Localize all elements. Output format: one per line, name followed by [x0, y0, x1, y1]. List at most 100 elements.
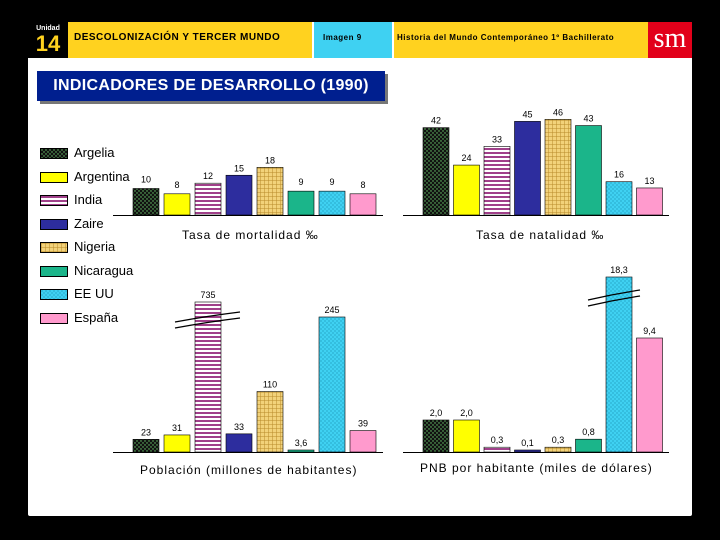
legend-label: Argentina	[74, 168, 130, 184]
legend-swatch	[40, 171, 68, 183]
publisher-logo: sm	[648, 22, 692, 58]
chart-2: 23 31 735 33 110 3,6 245 39	[113, 290, 383, 453]
axis-break-pnb	[587, 289, 641, 301]
chart-title-poblacion: Población (millones de habitantes)	[140, 463, 358, 477]
data-label: 8	[174, 180, 179, 190]
unit-label: Unidad	[36, 25, 60, 32]
data-label: 43	[583, 114, 593, 124]
bar-españa	[349, 193, 377, 216]
header-topic: DESCOLONIZACIÓN Y TERCER MUNDO	[74, 32, 281, 43]
legend-label: Nicaragua	[74, 262, 134, 278]
chart-title-natalidad: Tasa de natalidad ‰	[476, 228, 605, 242]
data-label: 9,4	[643, 326, 656, 336]
data-label: 2,0	[430, 408, 443, 418]
legend-swatch	[40, 265, 68, 277]
legend-swatch	[40, 242, 68, 253]
legend-label: España	[74, 309, 119, 325]
bar-zaire	[225, 174, 253, 216]
bar-nigeria	[256, 391, 284, 453]
data-label: 3,6	[295, 438, 308, 448]
bar-nigeria	[256, 167, 284, 216]
legend-swatch	[40, 218, 68, 230]
bar-nicaragua	[575, 125, 602, 216]
data-label: 16	[614, 170, 624, 180]
legend-label: Nigeria	[74, 239, 116, 254]
header-bar-left	[68, 22, 312, 58]
data-label: 0,1	[521, 438, 534, 448]
data-label: 9	[298, 177, 303, 187]
legend-label: India	[74, 192, 103, 207]
data-label: 18,3	[610, 265, 628, 275]
data-label: 0,3	[491, 435, 504, 445]
data-label: 10	[141, 175, 151, 185]
header-bar-image	[314, 22, 392, 58]
data-label: 8	[360, 180, 365, 190]
bar-zaire	[514, 449, 541, 453]
bar-argelia	[132, 439, 160, 453]
data-label: 0,3	[552, 435, 565, 445]
bar-ee-uu	[318, 316, 346, 453]
bar-argentina	[453, 164, 480, 216]
bar-india	[194, 301, 222, 453]
data-label: 245	[324, 305, 339, 315]
chart-1: 42 24 33 45 46 43 16 13	[403, 107, 669, 216]
chart-title-pnb: PNB por habitante (miles de dólares)	[420, 461, 653, 475]
data-label: 23	[141, 427, 151, 437]
data-label: 9	[329, 177, 334, 187]
axis-break-poblacion	[174, 317, 241, 329]
header-bar-right	[394, 22, 648, 58]
data-label: 13	[644, 176, 654, 186]
legend-label: Zaire	[74, 215, 104, 231]
bar-argelia	[132, 188, 160, 216]
chart-0: 10 8 12 15 18 9 9 8	[113, 155, 383, 216]
data-label: 15	[234, 163, 244, 173]
data-label: 33	[234, 422, 244, 432]
legend-swatch	[40, 289, 68, 300]
title-banner: INDICADORES DE DESARROLLO (1990)	[37, 71, 385, 101]
axis-break-pnb	[587, 295, 641, 307]
legend-label: EE UU	[74, 286, 114, 301]
bar-zaire	[514, 121, 541, 216]
bar-nicaragua	[575, 438, 602, 453]
legend-swatch	[40, 312, 68, 324]
unit-badge: Unidad 14	[28, 22, 68, 58]
bar-nicaragua	[287, 449, 315, 453]
bar-ee-uu	[605, 181, 633, 216]
bar-ee-uu	[318, 190, 346, 216]
data-label: 735	[200, 290, 215, 300]
bar-argentina	[163, 434, 191, 453]
bar-india	[483, 146, 511, 216]
data-label: 45	[522, 109, 532, 119]
chart-3: 2,0 2,0 0,3 0,1 0,3 0,8 18,3 9,4	[403, 265, 669, 453]
data-label: 0,8	[582, 427, 595, 437]
data-label: 31	[172, 423, 182, 433]
data-label: 33	[492, 134, 502, 144]
bar-argelia	[422, 419, 450, 453]
bar-españa	[636, 337, 663, 453]
chart-title-mortalidad: Tasa de mortalidad ‰	[182, 228, 319, 242]
data-label: 42	[431, 116, 441, 126]
bar-india	[194, 182, 222, 216]
data-label: 2,0	[460, 408, 473, 418]
bar-india	[483, 446, 511, 453]
data-label: 110	[263, 380, 277, 390]
bar-nicaragua	[287, 190, 315, 216]
bar-nigeria	[544, 119, 572, 216]
bar-zaire	[225, 433, 253, 453]
bar-nigeria	[544, 446, 572, 453]
header-course: Historia del Mundo Contemporáneo 1º Bach…	[397, 33, 615, 42]
data-label: 24	[461, 153, 471, 163]
data-label: 18	[265, 155, 275, 165]
bar-argentina	[453, 419, 480, 453]
legend-label: Argelia	[74, 145, 115, 160]
data-label: 46	[553, 107, 563, 117]
axis-break-poblacion	[174, 311, 241, 323]
bar-españa	[636, 187, 663, 216]
legend-swatch	[40, 148, 68, 159]
data-label: 12	[203, 171, 213, 181]
bar-españa	[349, 430, 377, 453]
header-image-label: Imagen 9	[323, 33, 362, 42]
legend-swatch	[40, 195, 68, 206]
